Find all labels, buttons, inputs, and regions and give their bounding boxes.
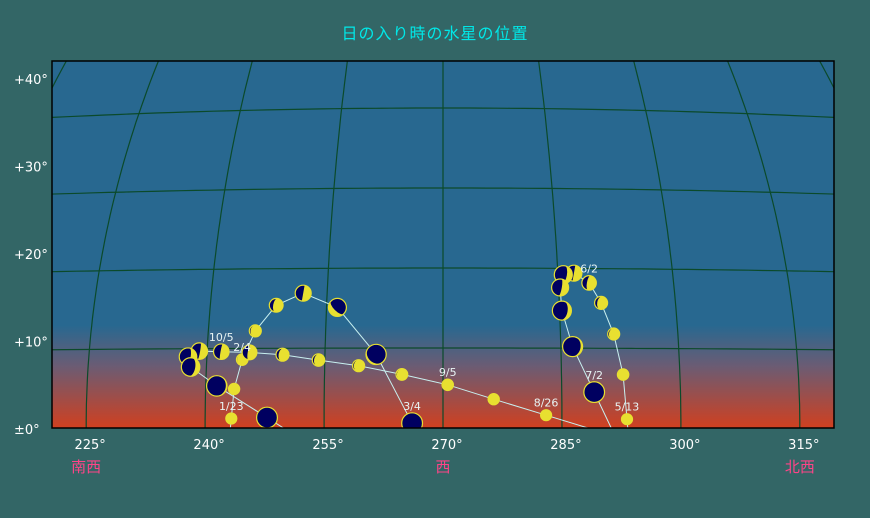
mercury-lit-part	[561, 265, 573, 284]
mercury-marker	[616, 368, 630, 381]
azimuth-gridline	[85, 61, 160, 428]
mercury-marker	[327, 297, 347, 317]
y-tick-label: +40°	[14, 73, 48, 88]
mercury-lit-part	[188, 357, 200, 377]
mercury-marker	[550, 278, 570, 297]
x-tick-label: 225°	[74, 438, 105, 453]
mercury-lit-part	[313, 353, 325, 367]
x-tick-label: 240°	[193, 438, 224, 453]
x-tick-label: 315°	[788, 438, 819, 453]
mercury-lit-part	[272, 298, 284, 313]
azimuth-gridline	[726, 61, 801, 428]
mercury-lit-part	[560, 301, 572, 321]
mercury-marker	[583, 381, 606, 404]
mercury-marker	[607, 327, 621, 341]
y-tick-label: +20°	[14, 248, 48, 263]
direction-label: 西	[435, 458, 450, 476]
mercury-lit-part	[442, 379, 454, 391]
mercury-marker	[227, 382, 241, 396]
x-tick-label: 270°	[431, 438, 462, 453]
chart-title: 日の入り時の水星の位置	[341, 24, 529, 43]
mercury-marker	[212, 343, 230, 361]
mercury-lit-part	[540, 409, 552, 421]
direction-labels: 南西 西 北西	[71, 458, 815, 476]
y-axis: ±0° +10° +20° +30° +40°	[14, 73, 48, 438]
mercury-disk	[365, 343, 387, 366]
mercury-lit-part	[617, 368, 629, 381]
date-label: 3/4	[403, 400, 421, 413]
mercury-lit-part	[586, 275, 597, 291]
mercury-marker	[581, 275, 597, 291]
mercury-path-line	[187, 350, 590, 428]
mercury-lit-part	[228, 383, 240, 395]
mercury-marker	[241, 344, 258, 361]
azimuth-gridline	[204, 61, 253, 428]
x-axis: 225° 240° 255° 270° 285° 300° 315°	[74, 438, 819, 453]
mercury-lit-part	[396, 368, 408, 381]
mercury-marker	[256, 406, 278, 428]
direction-label: 北西	[785, 458, 815, 476]
date-label: 9/5	[439, 366, 457, 379]
mercury-lit-part	[353, 359, 365, 372]
mercury-lit-part	[197, 342, 208, 360]
mercury-lit-part	[219, 344, 230, 360]
mercury-marker	[551, 300, 573, 321]
date-label: 5/13	[615, 401, 640, 414]
mercury-lit-part	[558, 279, 569, 296]
direction-label: 南西	[71, 458, 101, 476]
mercury-marker	[294, 284, 312, 302]
date-label: 2/4	[233, 341, 251, 354]
mercury-lit-part	[608, 328, 620, 340]
azimuth-gridline	[538, 61, 563, 428]
mercury-marker	[539, 409, 553, 422]
x-tick-label: 285°	[550, 438, 581, 453]
mercury-marker	[248, 324, 262, 338]
mercury-marker	[352, 359, 366, 373]
date-label: 6/2	[580, 263, 598, 276]
mercury-marker	[225, 412, 238, 425]
mercury-lit-part	[278, 348, 289, 362]
x-tick-label: 255°	[312, 438, 343, 453]
mercury-lit-part	[247, 345, 257, 360]
date-label: 10/5	[209, 331, 234, 344]
azimuth-gridline	[633, 61, 682, 428]
mercury-marker	[206, 375, 228, 397]
altitude-gridline	[0, 28, 870, 50]
mercury-lit-part	[621, 413, 633, 425]
mercury-marker	[401, 412, 424, 428]
mercury-marker	[620, 413, 634, 426]
mercury-marker	[395, 367, 409, 381]
date-label: 8/26	[534, 397, 559, 410]
mercury-marker	[268, 297, 284, 313]
date-label: 1/23	[219, 400, 244, 413]
y-tick-label: +30°	[14, 161, 48, 176]
mercury-marker	[487, 393, 500, 406]
mercury-points	[178, 264, 634, 428]
plot-frame	[51, 60, 835, 429]
mercury-lit-part	[301, 285, 312, 302]
date-label: 7/2	[585, 369, 603, 382]
mercury-marker	[365, 343, 387, 366]
mercury-lit-part	[572, 265, 582, 282]
mercury-lit-part	[225, 413, 237, 424]
mercury-marker	[441, 378, 455, 392]
mercury-marker	[561, 336, 584, 358]
mercury-disk	[256, 406, 278, 428]
date-labels: 1/23 2/4 3/4 8/26 9/5 10/5 5/13 6/2 7/2	[209, 263, 639, 414]
y-tick-label: +10°	[14, 336, 48, 351]
mercury-marker	[275, 347, 290, 362]
mercury-lit-part	[597, 296, 608, 310]
y-tick-label: ±0°	[14, 423, 40, 438]
mercury-lit-part	[488, 393, 500, 405]
mercury-disk	[583, 381, 606, 404]
mercury-lit-part	[570, 336, 583, 357]
mercury-disk	[401, 412, 424, 428]
grid	[0, 28, 870, 428]
mercury-marker	[311, 353, 326, 367]
mercury-marker	[180, 357, 201, 377]
x-tick-label: 300°	[669, 438, 700, 453]
mercury-lit-part	[250, 324, 262, 337]
mercury-marker	[593, 295, 609, 310]
